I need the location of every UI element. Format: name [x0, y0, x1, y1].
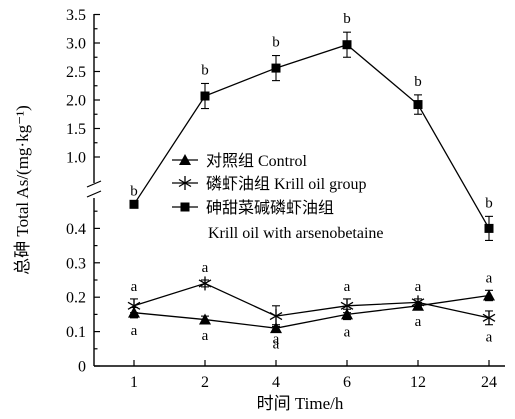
x-tick-label: 6 — [343, 374, 351, 391]
y-tick-label: 0.4 — [66, 221, 86, 238]
significance-label: a — [273, 331, 280, 347]
significance-label: a — [486, 270, 493, 286]
significance-label: a — [344, 325, 351, 341]
point-square — [484, 223, 494, 233]
point-asterisk — [340, 298, 354, 313]
legend-label-arsenobetaine: 砷甜菜碱磷虾油组 — [206, 199, 334, 217]
y-tick-label: 1.0 — [66, 150, 86, 167]
x-tick-label: 24 — [481, 374, 497, 391]
series-line — [133, 43, 490, 229]
legend-entry-krill: 磷虾油组 Krill oil group — [172, 175, 366, 193]
y-tick-label: 2.0 — [66, 93, 86, 110]
y-tick-label: 0.1 — [66, 324, 86, 341]
point-triangle — [199, 313, 211, 325]
legend-square-marker — [180, 202, 190, 212]
point-square — [200, 91, 210, 101]
x-tick-label: 2 — [201, 374, 209, 391]
series-square: b b b b b b — [129, 11, 494, 241]
y-axis-title: 总砷 Total As/(mg·kg⁻¹) — [13, 105, 32, 275]
legend-asterisk-marker — [178, 176, 192, 190]
significance-label: b — [272, 35, 280, 51]
y-tick-label: 3.5 — [66, 7, 86, 24]
legend-label-arsenobetaine-en: Krill oil with arsenobetaine — [208, 225, 384, 242]
series-line — [133, 294, 490, 329]
significance-label: b — [343, 11, 351, 27]
legend-entry-control: 对照组 Control — [172, 152, 307, 170]
significance-label: a — [415, 314, 422, 330]
significance-label: a — [131, 323, 138, 339]
legend-label-krill: 磷虾油组 Krill oil group — [206, 175, 366, 193]
point-asterisk — [411, 295, 425, 310]
y-tick-label: 0.2 — [66, 290, 86, 307]
point-asterisk — [482, 310, 496, 325]
y-tick-label: 0 — [78, 359, 86, 376]
legend-entry-arsenobetaine: 砷甜菜碱磷虾油组 Krill oil with arsenobetaine — [172, 199, 384, 242]
x-tick-label: 12 — [410, 374, 426, 391]
significance-label: a — [486, 330, 493, 346]
significance-label: b — [130, 183, 138, 199]
y-tick-label: 3.0 — [66, 36, 86, 53]
significance-label: b — [201, 62, 209, 78]
point-triangle — [483, 289, 495, 301]
point-triangle — [270, 322, 282, 334]
significance-label: b — [485, 195, 493, 211]
axis-break — [86, 180, 102, 198]
significance-label: a — [415, 279, 422, 295]
y-tick-label: 2.5 — [66, 64, 86, 81]
point-asterisk — [198, 276, 212, 291]
series-asterisk: a a a a a a — [127, 260, 496, 347]
significance-label: a — [202, 260, 209, 276]
y-ticks: 0 0.1 0.2 0.3 0.4 1.0 1.5 2.0 2.5 3.0 3.5 — [66, 7, 100, 376]
point-square — [342, 40, 352, 50]
x-tick-label: 4 — [272, 374, 280, 391]
point-asterisk — [127, 298, 141, 313]
x-axis-title: 时间 Time/h — [257, 394, 344, 413]
legend-label-control: 对照组 Control — [206, 152, 307, 170]
x-tick-label: 1 — [130, 374, 138, 391]
x-ticks: 1 2 4 6 12 24 — [130, 360, 497, 391]
series-line — [133, 282, 490, 319]
significance-label: a — [273, 337, 280, 353]
significance-label: a — [202, 328, 209, 344]
significance-label: b — [414, 74, 422, 90]
legend-triangle-marker — [179, 154, 191, 165]
y-tick-label: 1.5 — [66, 121, 86, 138]
point-square — [129, 199, 139, 209]
point-asterisk — [269, 309, 283, 324]
significance-label: a — [131, 279, 138, 295]
point-square — [271, 63, 281, 73]
y-tick-label: 0.3 — [66, 255, 86, 272]
significance-label: a — [344, 279, 351, 295]
point-triangle — [341, 308, 353, 320]
legend: 对照组 Control 磷虾油组 Krill oil group 砷甜菜碱磷虾油… — [172, 152, 384, 242]
point-square — [413, 100, 423, 110]
